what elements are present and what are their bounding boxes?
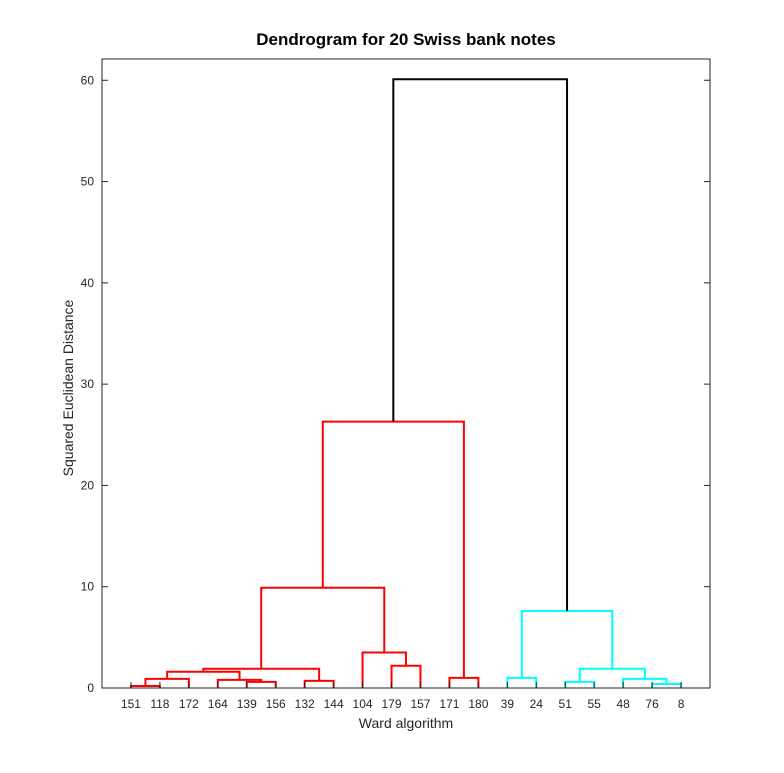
leaf-label-164: 164 <box>208 697 228 711</box>
axes: 0 10 20 30 40 50 60 151 118 172 164 139 156 132 144 104… <box>81 73 710 711</box>
y-tick-label-60: 60 <box>81 73 95 87</box>
leaf-label-179: 179 <box>382 697 402 711</box>
leaf-label-157: 157 <box>410 697 430 711</box>
dendrogram-link-18 <box>392 78 569 612</box>
leaf-label-132: 132 <box>295 697 315 711</box>
leaf-label-171: 171 <box>439 697 459 711</box>
dendrogram-link-12 <box>506 676 538 688</box>
dendrogram-link-11 <box>321 420 465 678</box>
leaf-label-76: 76 <box>645 697 659 711</box>
leaf-label-144: 144 <box>324 697 344 711</box>
y-tick-label-0: 0 <box>87 681 94 695</box>
leaf-label-156: 156 <box>266 697 286 711</box>
dendrogram-link-14 <box>651 682 683 688</box>
chart-title: Dendrogram for 20 Swiss bank notes <box>256 30 556 49</box>
dendrogram-links <box>129 78 683 688</box>
y-tick-label-30: 30 <box>81 377 95 391</box>
dendrogram-link-9 <box>260 586 386 669</box>
dendrogram-link-8 <box>361 651 407 688</box>
leaf-label-8: 8 <box>678 697 685 711</box>
dendrogram-link-10 <box>448 676 480 688</box>
leaf-label-51: 51 <box>559 697 573 711</box>
dendrogram-link-13 <box>564 680 596 688</box>
leaf-label-104: 104 <box>353 697 373 711</box>
leaf-label-24: 24 <box>530 697 544 711</box>
dendrogram-link-2 <box>245 680 277 688</box>
y-tick-label-10: 10 <box>81 580 95 594</box>
y-tick-label-50: 50 <box>81 175 95 189</box>
dendrogram-link-5 <box>303 679 335 688</box>
leaf-label-180: 180 <box>468 697 488 711</box>
x-axis-label: Ward algorithm <box>358 715 454 731</box>
y-axis-label: Squared Euclidean Distance <box>60 299 76 477</box>
leaf-label-39: 39 <box>501 697 515 711</box>
leaf-label-48: 48 <box>616 697 630 711</box>
leaf-label-139: 139 <box>237 697 257 711</box>
plot-box <box>101 58 711 689</box>
y-tick-label-40: 40 <box>81 276 95 290</box>
leaf-label-55: 55 <box>588 697 602 711</box>
leaf-label-151: 151 <box>121 697 141 711</box>
leaf-label-172: 172 <box>179 697 199 711</box>
dendrogram-link-7 <box>390 664 422 688</box>
leaf-label-118: 118 <box>150 697 169 711</box>
y-tick-label-20: 20 <box>81 478 95 492</box>
dendrogram-link-16 <box>578 667 646 682</box>
